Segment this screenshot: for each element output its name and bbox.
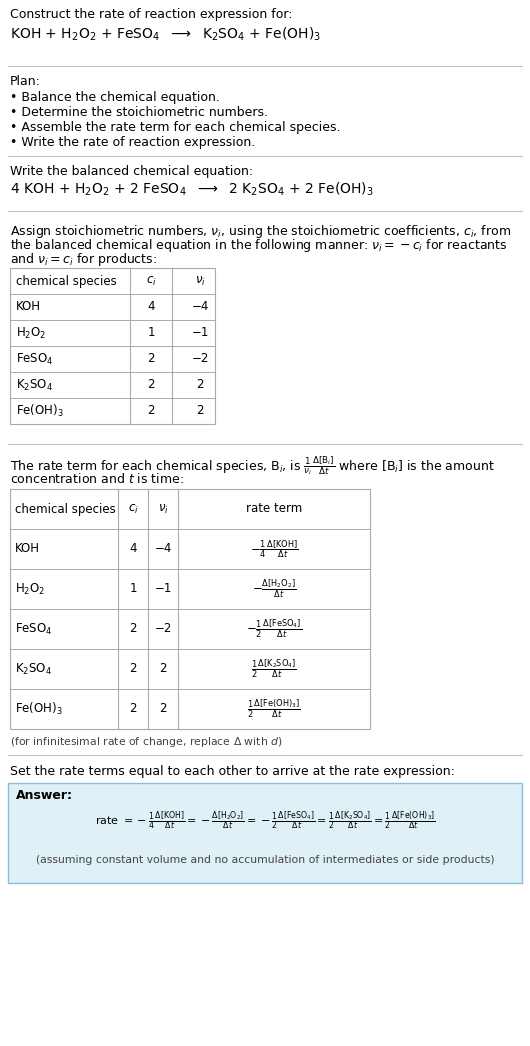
Text: Construct the rate of reaction expression for:: Construct the rate of reaction expressio… <box>10 8 293 21</box>
Text: 2: 2 <box>129 703 137 715</box>
Text: −2: −2 <box>191 353 209 365</box>
Text: 1: 1 <box>147 326 155 340</box>
Text: Plan:: Plan: <box>10 75 41 88</box>
Text: H$_2$O$_2$: H$_2$O$_2$ <box>16 325 46 341</box>
Text: −1: −1 <box>154 583 172 595</box>
Text: $-\frac{1}{2}\frac{\Delta[\mathrm{FeSO_4}]}{\Delta t}$: $-\frac{1}{2}\frac{\Delta[\mathrm{FeSO_4… <box>246 618 302 640</box>
Text: • Assemble the rate term for each chemical species.: • Assemble the rate term for each chemic… <box>10 121 340 134</box>
Text: 2: 2 <box>147 353 155 365</box>
Text: $\nu_i$: $\nu_i$ <box>157 502 169 516</box>
Text: −4: −4 <box>191 300 209 314</box>
Text: $-\frac{1}{4}\frac{\Delta[\mathrm{KOH}]}{\Delta t}$: $-\frac{1}{4}\frac{\Delta[\mathrm{KOH}]}… <box>250 538 298 560</box>
Text: $c_i$: $c_i$ <box>128 502 138 516</box>
Text: 1: 1 <box>129 583 137 595</box>
Text: rate term: rate term <box>246 502 302 516</box>
Text: −1: −1 <box>191 326 209 340</box>
Text: chemical species: chemical species <box>15 502 116 516</box>
Text: 2: 2 <box>129 662 137 676</box>
Text: Set the rate terms equal to each other to arrive at the rate expression:: Set the rate terms equal to each other t… <box>10 765 455 778</box>
Text: H$_2$O$_2$: H$_2$O$_2$ <box>15 582 46 596</box>
Text: • Write the rate of reaction expression.: • Write the rate of reaction expression. <box>10 136 255 149</box>
Text: −4: −4 <box>154 543 172 555</box>
Text: 4: 4 <box>129 543 137 555</box>
Text: Write the balanced chemical equation:: Write the balanced chemical equation: <box>10 165 253 178</box>
Text: KOH + H$_2$O$_2$ + FeSO$_4$  $\longrightarrow$  K$_2$SO$_4$ + Fe(OH)$_3$: KOH + H$_2$O$_2$ + FeSO$_4$ $\longrighta… <box>10 26 321 43</box>
Text: Answer:: Answer: <box>16 789 73 802</box>
Text: $\nu_i$: $\nu_i$ <box>195 274 206 288</box>
Text: KOH: KOH <box>16 300 41 314</box>
Text: Fe(OH)$_3$: Fe(OH)$_3$ <box>16 403 64 419</box>
FancyBboxPatch shape <box>8 783 522 883</box>
Text: −2: −2 <box>154 622 172 636</box>
Text: K$_2$SO$_4$: K$_2$SO$_4$ <box>16 378 53 392</box>
Text: (for infinitesimal rate of change, replace Δ with $d$): (for infinitesimal rate of change, repla… <box>10 735 282 749</box>
Text: 2: 2 <box>147 405 155 417</box>
Text: and $\nu_i = c_i$ for products:: and $\nu_i = c_i$ for products: <box>10 251 157 268</box>
Text: chemical species: chemical species <box>16 274 117 288</box>
Text: the balanced chemical equation in the following manner: $\nu_i = -c_i$ for react: the balanced chemical equation in the fo… <box>10 237 508 254</box>
Text: 2: 2 <box>129 622 137 636</box>
Text: 2: 2 <box>159 703 167 715</box>
Text: FeSO$_4$: FeSO$_4$ <box>15 621 52 637</box>
Text: FeSO$_4$: FeSO$_4$ <box>16 351 54 366</box>
Text: The rate term for each chemical species, B$_i$, is $\frac{1}{\nu_i}\frac{\Delta[: The rate term for each chemical species,… <box>10 454 495 477</box>
Text: 2: 2 <box>147 379 155 391</box>
Text: rate $= -\frac{1}{4}\frac{\Delta[\mathrm{KOH}]}{\Delta t} = -\frac{\Delta[\mathr: rate $= -\frac{1}{4}\frac{\Delta[\mathrm… <box>95 810 435 833</box>
Text: 2: 2 <box>196 405 204 417</box>
Text: 2: 2 <box>159 662 167 676</box>
Text: Assign stoichiometric numbers, $\nu_i$, using the stoichiometric coefficients, $: Assign stoichiometric numbers, $\nu_i$, … <box>10 223 511 240</box>
Text: $\frac{1}{2}\frac{\Delta[\mathrm{K_2SO_4}]}{\Delta t}$: $\frac{1}{2}\frac{\Delta[\mathrm{K_2SO_4… <box>251 658 297 680</box>
Text: $-\frac{\Delta[\mathrm{H_2O_2}]}{\Delta t}$: $-\frac{\Delta[\mathrm{H_2O_2}]}{\Delta … <box>252 577 296 600</box>
Text: $c_i$: $c_i$ <box>146 274 156 288</box>
Text: concentration and $t$ is time:: concentration and $t$ is time: <box>10 472 184 486</box>
Text: KOH: KOH <box>15 543 40 555</box>
Text: Fe(OH)$_3$: Fe(OH)$_3$ <box>15 701 63 718</box>
Text: 2: 2 <box>196 379 204 391</box>
Text: K$_2$SO$_4$: K$_2$SO$_4$ <box>15 661 52 677</box>
Text: (assuming constant volume and no accumulation of intermediates or side products): (assuming constant volume and no accumul… <box>36 855 494 865</box>
Text: $\frac{1}{2}\frac{\Delta[\mathrm{Fe(OH)_3}]}{\Delta t}$: $\frac{1}{2}\frac{\Delta[\mathrm{Fe(OH)_… <box>247 698 301 721</box>
Text: • Determine the stoichiometric numbers.: • Determine the stoichiometric numbers. <box>10 106 268 119</box>
Text: • Balance the chemical equation.: • Balance the chemical equation. <box>10 91 220 104</box>
Text: 4 KOH + H$_2$O$_2$ + 2 FeSO$_4$  $\longrightarrow$  2 K$_2$SO$_4$ + 2 Fe(OH)$_3$: 4 KOH + H$_2$O$_2$ + 2 FeSO$_4$ $\longri… <box>10 181 374 199</box>
Text: 4: 4 <box>147 300 155 314</box>
